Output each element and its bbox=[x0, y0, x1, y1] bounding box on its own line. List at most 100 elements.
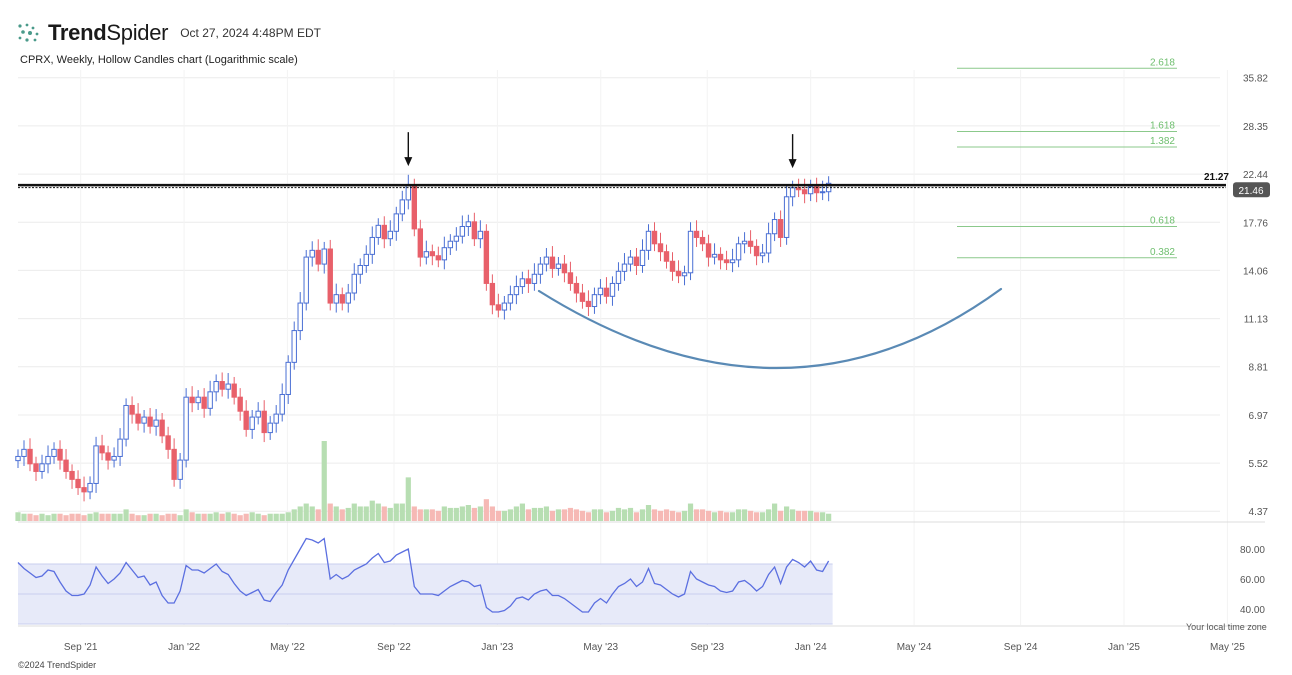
price-axis-label: 22.44 bbox=[1243, 170, 1268, 181]
time-axis-label: May '24 bbox=[897, 642, 932, 653]
candle-body bbox=[819, 191, 826, 194]
candle-body bbox=[741, 240, 748, 245]
volume-bar bbox=[621, 509, 628, 521]
time-axis-label: Sep '22 bbox=[377, 642, 411, 653]
fib-level-label: 0.382 bbox=[1150, 247, 1175, 258]
spider-dots-icon bbox=[18, 23, 39, 42]
candle-body bbox=[525, 278, 532, 284]
time-axis-label: Sep '23 bbox=[690, 642, 724, 653]
volume-bar bbox=[501, 510, 507, 521]
volume-bar bbox=[237, 515, 243, 521]
volume-bar bbox=[705, 510, 712, 521]
volume-bar bbox=[297, 506, 303, 521]
volume-bar bbox=[717, 510, 724, 521]
candle-body bbox=[513, 286, 520, 296]
candle-body bbox=[483, 230, 490, 284]
candle-body bbox=[507, 294, 514, 304]
volume-bar bbox=[27, 513, 33, 521]
candle-body bbox=[453, 235, 460, 242]
candle-body bbox=[171, 448, 177, 480]
candle-body bbox=[411, 185, 418, 230]
candle-body bbox=[645, 230, 652, 251]
volume-bar bbox=[387, 507, 393, 521]
brand-logo[interactable]: TrendSpider bbox=[48, 20, 169, 45]
candle-body bbox=[603, 287, 610, 297]
volume-bar bbox=[525, 509, 531, 521]
volume-bar bbox=[141, 515, 147, 521]
candle-body bbox=[285, 361, 291, 395]
candle-body bbox=[681, 272, 688, 277]
volume-bar bbox=[99, 513, 105, 521]
volume-bar bbox=[273, 513, 279, 521]
volume-bar bbox=[375, 503, 381, 521]
timestamp: Oct 27, 2024 4:48PM EDT bbox=[180, 26, 321, 40]
candle-body bbox=[417, 228, 424, 258]
candle-body bbox=[783, 196, 790, 238]
volume-bar bbox=[291, 509, 297, 521]
candle-body bbox=[777, 219, 784, 238]
price-badge-label: 21.46 bbox=[1238, 186, 1263, 197]
candle-body bbox=[711, 253, 718, 258]
copyright: ©2024 TrendSpider bbox=[18, 660, 97, 670]
time-axis-label: Sep '21 bbox=[64, 642, 98, 653]
candle-body bbox=[303, 256, 309, 304]
candle-body bbox=[657, 243, 664, 253]
volume-bar bbox=[729, 512, 736, 521]
volume-bar bbox=[747, 510, 754, 521]
candle-body bbox=[489, 282, 496, 306]
volume-bar bbox=[429, 509, 435, 521]
volume-bar bbox=[135, 515, 141, 521]
volume-bar bbox=[231, 513, 237, 521]
volume-bar bbox=[159, 515, 165, 521]
candle-body bbox=[585, 300, 592, 308]
candle-body bbox=[93, 445, 99, 484]
candle-body bbox=[135, 413, 141, 424]
volume-bar bbox=[303, 503, 309, 521]
volume-bar bbox=[201, 513, 207, 521]
volume-bar bbox=[814, 512, 820, 521]
volume-bar bbox=[117, 513, 123, 521]
volume-bar bbox=[411, 506, 417, 521]
price-axis-label: 28.35 bbox=[1243, 122, 1268, 133]
volume-bar bbox=[207, 513, 213, 521]
volume-bar bbox=[255, 513, 261, 521]
volume-bar bbox=[111, 513, 117, 521]
candle-body bbox=[441, 247, 448, 261]
volume-bar bbox=[687, 503, 694, 521]
volume-bar bbox=[321, 441, 327, 521]
candle-body bbox=[333, 294, 339, 304]
volume-bar bbox=[183, 509, 189, 521]
candle-body bbox=[729, 259, 736, 264]
candle-body bbox=[387, 230, 393, 240]
candle-body bbox=[147, 416, 153, 427]
volume-bar bbox=[153, 513, 159, 521]
volume-bar bbox=[471, 507, 477, 521]
price-axis-label: 14.06 bbox=[1243, 266, 1268, 277]
candle-body bbox=[39, 463, 45, 472]
candle-body bbox=[213, 381, 219, 393]
candle-body bbox=[663, 251, 670, 262]
volume-bar bbox=[693, 509, 700, 521]
candle-body bbox=[27, 448, 33, 465]
volume-bar bbox=[459, 506, 465, 521]
volume-bar bbox=[423, 509, 429, 521]
candle-body bbox=[807, 186, 814, 195]
volume-bar bbox=[345, 507, 351, 521]
price-axis-label: 4.37 bbox=[1249, 507, 1269, 518]
candle-body bbox=[249, 416, 255, 430]
rsi-axis-label: 80.00 bbox=[1240, 545, 1265, 556]
volume-bar bbox=[15, 512, 21, 521]
volume-bar bbox=[249, 512, 255, 521]
candle-body bbox=[465, 221, 472, 228]
volume-bar bbox=[57, 513, 63, 521]
volume-bar bbox=[615, 507, 622, 521]
time-axis-label: May '23 bbox=[583, 642, 618, 653]
candle-body bbox=[129, 404, 135, 415]
volume-bar bbox=[585, 512, 592, 521]
candle-body bbox=[189, 396, 195, 404]
volume-bar bbox=[567, 507, 574, 521]
candle-body bbox=[279, 393, 285, 415]
volume-bar bbox=[363, 506, 369, 521]
candle-body bbox=[789, 187, 796, 198]
